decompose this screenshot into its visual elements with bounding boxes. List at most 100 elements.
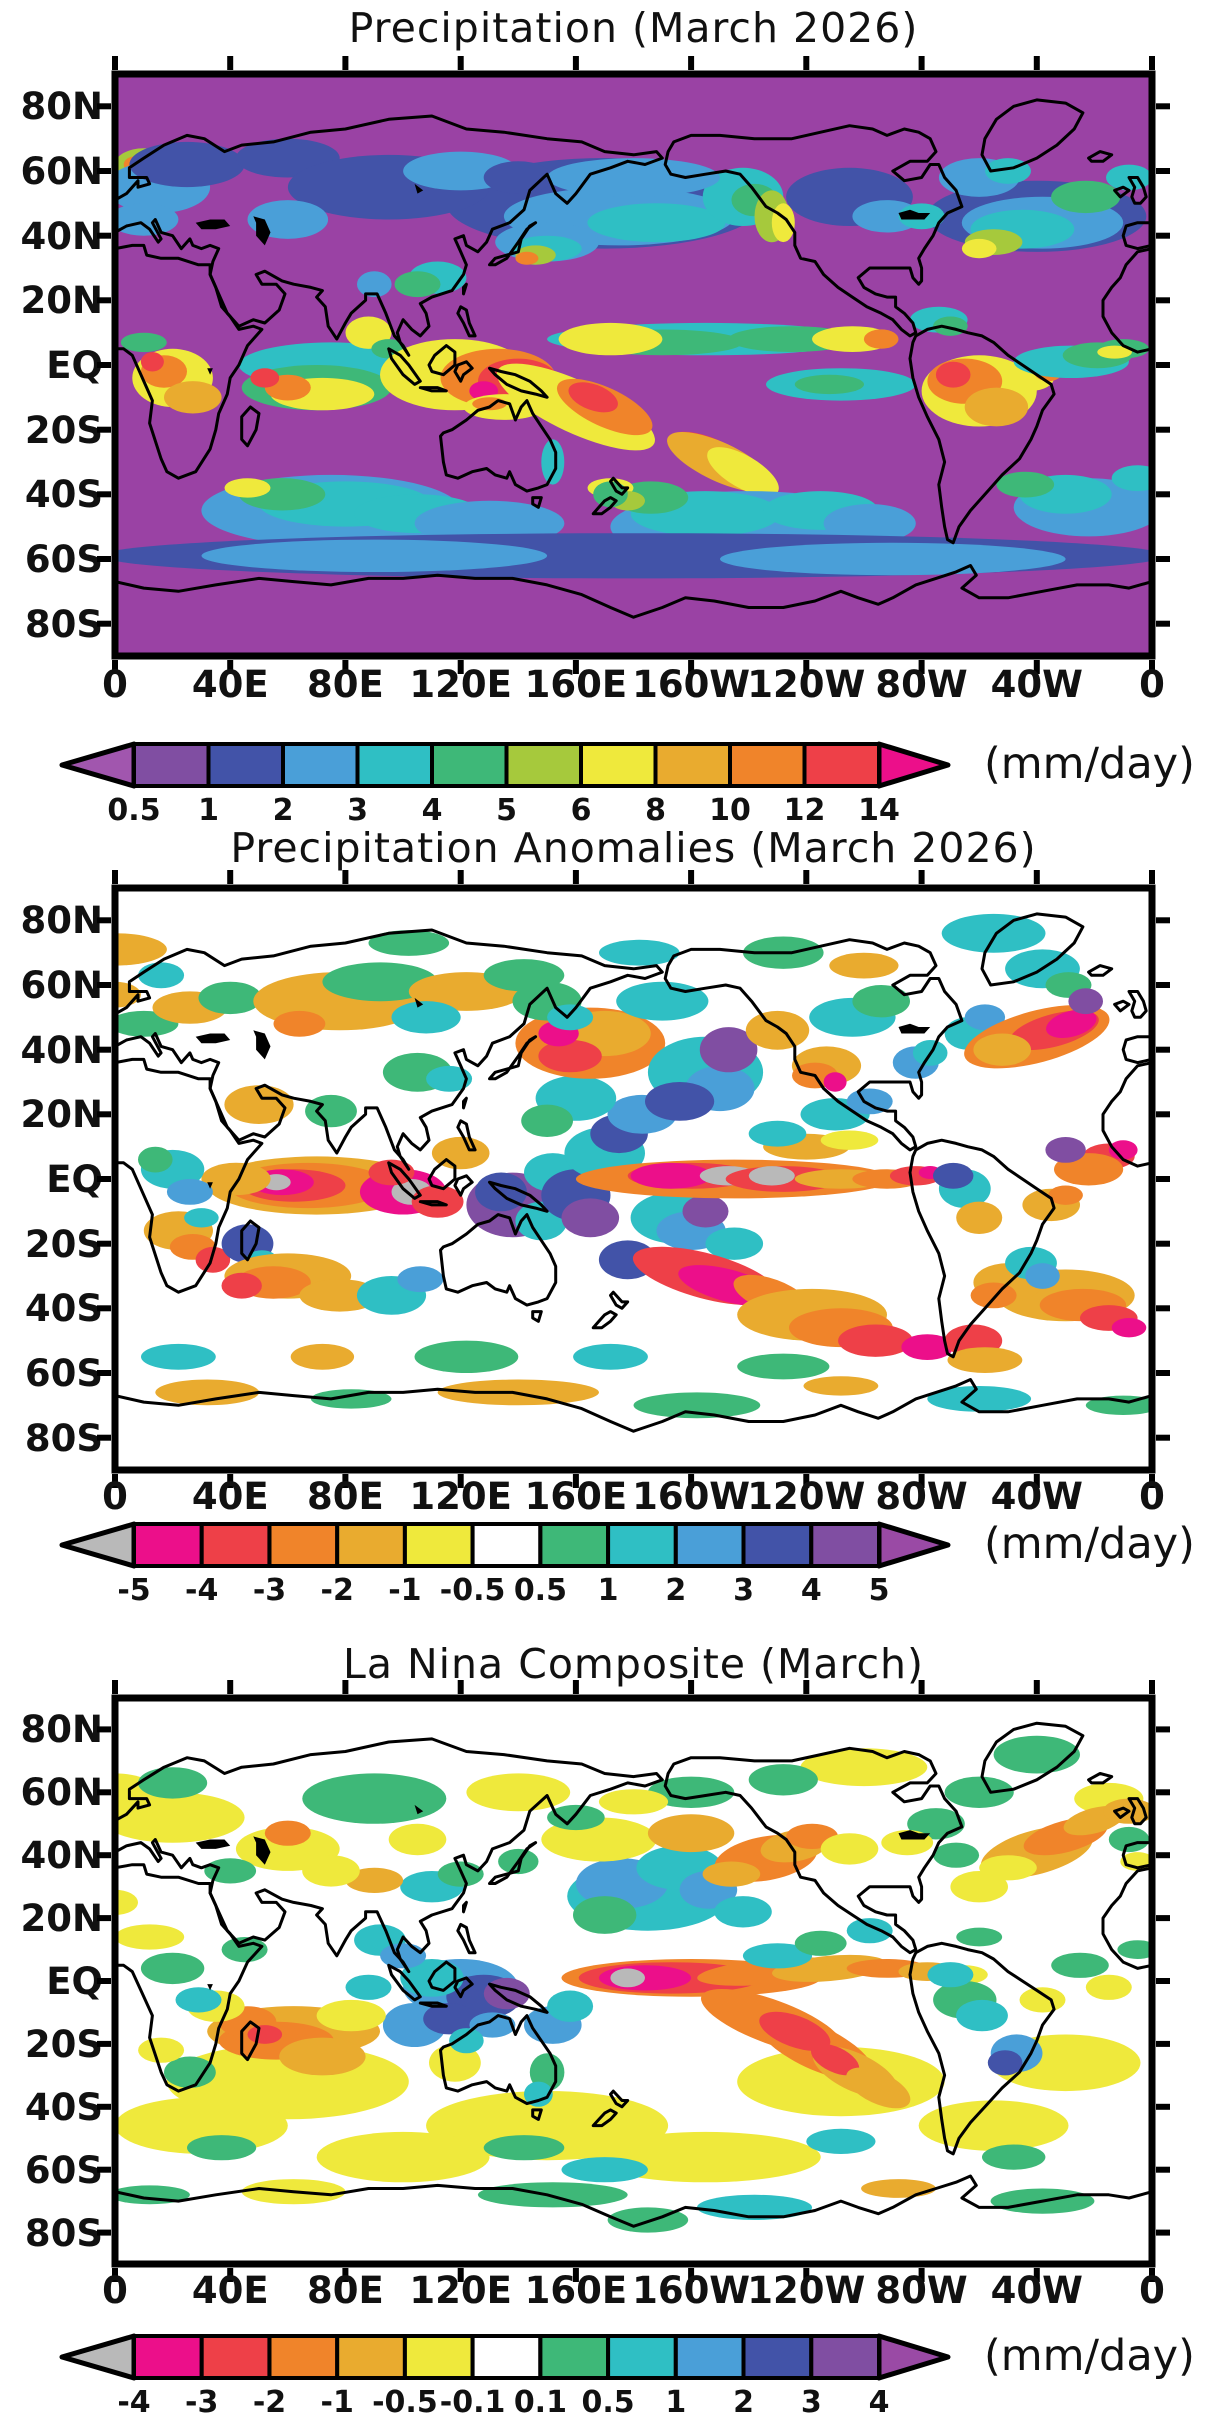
colorbar-over-arrow <box>876 741 951 789</box>
lat-tick-label: 20N <box>20 1093 103 1137</box>
lon-tick-label: 0 <box>102 663 128 706</box>
lon-tick-label: 0 <box>1139 663 1165 706</box>
world-map-anomalies <box>97 870 1170 1488</box>
panel-precipitation: Precipitation (March 2026) 80N 60N 40N 20N E… <box>0 0 1227 828</box>
colorbar-segment <box>430 742 509 788</box>
lat-tick-label: 40S <box>24 1287 103 1331</box>
colorbar-segment <box>132 2334 204 2380</box>
lon-tick-label: 160E <box>524 2269 628 2312</box>
colorbar-under-arrow <box>59 1521 137 1569</box>
lat-tick-label: 80S <box>24 1416 103 1460</box>
lat-tick-label: EQ <box>46 1158 103 1201</box>
colorbar-tick-label: -1 <box>321 2385 354 2420</box>
panel-title: Precipitation Anomalies (March 2026) <box>230 824 1037 872</box>
lat-tick-label: 80S <box>24 2211 103 2255</box>
colorbar-tick-label: 0.5 <box>582 2385 635 2420</box>
lat-tick-label: EQ <box>46 1960 103 2003</box>
lon-tick-label: 80E <box>307 2269 384 2312</box>
lat-tick-label: 80N <box>20 1708 103 1752</box>
panel-la-nina-composite: La Nina Composite (March) 80N 60N 40N 20N EQ… <box>0 1640 1227 2432</box>
precip-field-blobs <box>115 1735 1152 2233</box>
lon-tick-label: 120E <box>409 1475 512 1518</box>
lon-tick-label: 80W <box>875 2269 968 2312</box>
coastlines <box>115 912 1152 1470</box>
lat-tick-label: 60N <box>20 1771 103 1815</box>
lat-tick-label: 20S <box>24 1222 103 1266</box>
precip-field-blobs <box>115 913 1152 1419</box>
colorbar-segment <box>199 1522 272 1568</box>
lat-tick-label: 80S <box>24 602 103 646</box>
lon-tick-label: 120W <box>747 663 866 706</box>
colorbar-segment <box>335 1522 407 1568</box>
lon-tick-label: 80W <box>875 663 968 706</box>
colorbar-tick-label: 1 <box>198 793 219 828</box>
lat-tick-label: 20N <box>20 1897 103 1941</box>
colorbar-tick-label: 14 <box>858 793 900 828</box>
lon-tick-label: 0 <box>102 1475 128 1518</box>
colorbar-segment <box>673 2334 746 2380</box>
colorbar-under-arrow <box>59 2333 137 2381</box>
colorbar-tick-label: 5 <box>496 793 517 828</box>
lon-tick-label: 160W <box>632 663 751 706</box>
lon-tick-label: 80E <box>307 663 384 706</box>
colorbar-tick-label: -1 <box>388 1573 421 1608</box>
lon-tick-label: 40E <box>191 663 269 706</box>
map-frame-and-ticks <box>97 56 1170 674</box>
lon-tick-label: 0 <box>1139 2269 1165 2312</box>
colorbar-tick-label: 2 <box>665 1573 686 1608</box>
colorbar-under-arrow <box>59 741 137 789</box>
colorbar-segment <box>606 1522 678 1568</box>
colorbar-segment <box>199 2334 272 2380</box>
colorbar-segment <box>653 742 732 788</box>
colorbar-units-label: (mm/day) <box>984 2331 1195 2381</box>
colorbar-over-arrow <box>876 2333 951 2381</box>
lat-tick-label: 40N <box>20 1834 103 1878</box>
lon-tick-label: 120E <box>409 663 512 706</box>
lat-tick-label: 80N <box>20 85 103 129</box>
lat-tick-label: 20S <box>24 2022 103 2066</box>
lon-tick-label: 40E <box>191 2269 269 2312</box>
colorbar-segment <box>728 742 807 788</box>
colorbar-tick-label: 12 <box>784 793 826 828</box>
colorbar-tick-label: -0.1 <box>440 2385 506 2420</box>
colorbar-segment <box>206 742 285 788</box>
colorbar-tick-label: 3 <box>801 2385 822 2420</box>
colorbar-segment <box>606 2334 678 2380</box>
colorbar-precipitation: 0.5 1 2 3 4 5 6 8 10 12 14(mm/day) <box>59 739 1195 828</box>
lon-tick-label: 80E <box>307 1475 384 1518</box>
colorbar-segment <box>809 1522 881 1568</box>
lon-tick-label: 80W <box>875 1475 968 1518</box>
lon-tick-label: 160W <box>632 2269 751 2312</box>
colorbar-tick-label: 4 <box>422 793 443 828</box>
colorbar-tick-label: -0.5 <box>440 1573 506 1608</box>
colorbar-segment <box>132 742 211 788</box>
world-map-precipitation <box>97 56 1170 674</box>
lat-tick-label: 40N <box>20 214 103 258</box>
colorbar-segment <box>402 2334 475 2380</box>
lon-tick-label: 160W <box>632 1475 751 1518</box>
lat-tick-label: 80N <box>20 899 103 943</box>
colorbar-tick-label: 3 <box>733 1573 754 1608</box>
colorbar-tick-label: -2 <box>253 2385 286 2420</box>
colorbar-tick-label: -3 <box>253 1573 286 1608</box>
lat-tick-label: 20S <box>24 408 103 452</box>
lat-tick-label: 40S <box>24 2085 103 2129</box>
colorbar-segment <box>579 742 658 788</box>
coastlines <box>115 98 1152 656</box>
colorbar-tick-label: 3 <box>347 793 368 828</box>
lat-tick-label: 40S <box>24 473 103 517</box>
lon-tick-label: 160E <box>524 663 628 706</box>
colorbar-tick-label: 0.5 <box>514 1573 567 1608</box>
colorbar-segment <box>538 1522 611 1568</box>
colorbar-tick-label: 2 <box>273 793 294 828</box>
colorbar-segment <box>809 2334 881 2380</box>
colorbar-units-label: (mm/day) <box>984 739 1195 789</box>
colorbar-tick-label: -2 <box>321 1573 354 1608</box>
lon-tick-label: 120E <box>409 2269 512 2312</box>
colorbar-segment <box>538 2334 611 2380</box>
colorbar-segment <box>673 1522 746 1568</box>
colorbar-segment <box>267 2334 340 2380</box>
panel-title: Precipitation (March 2026) <box>348 4 919 52</box>
colorbar-tick-label: 1 <box>665 2385 686 2420</box>
